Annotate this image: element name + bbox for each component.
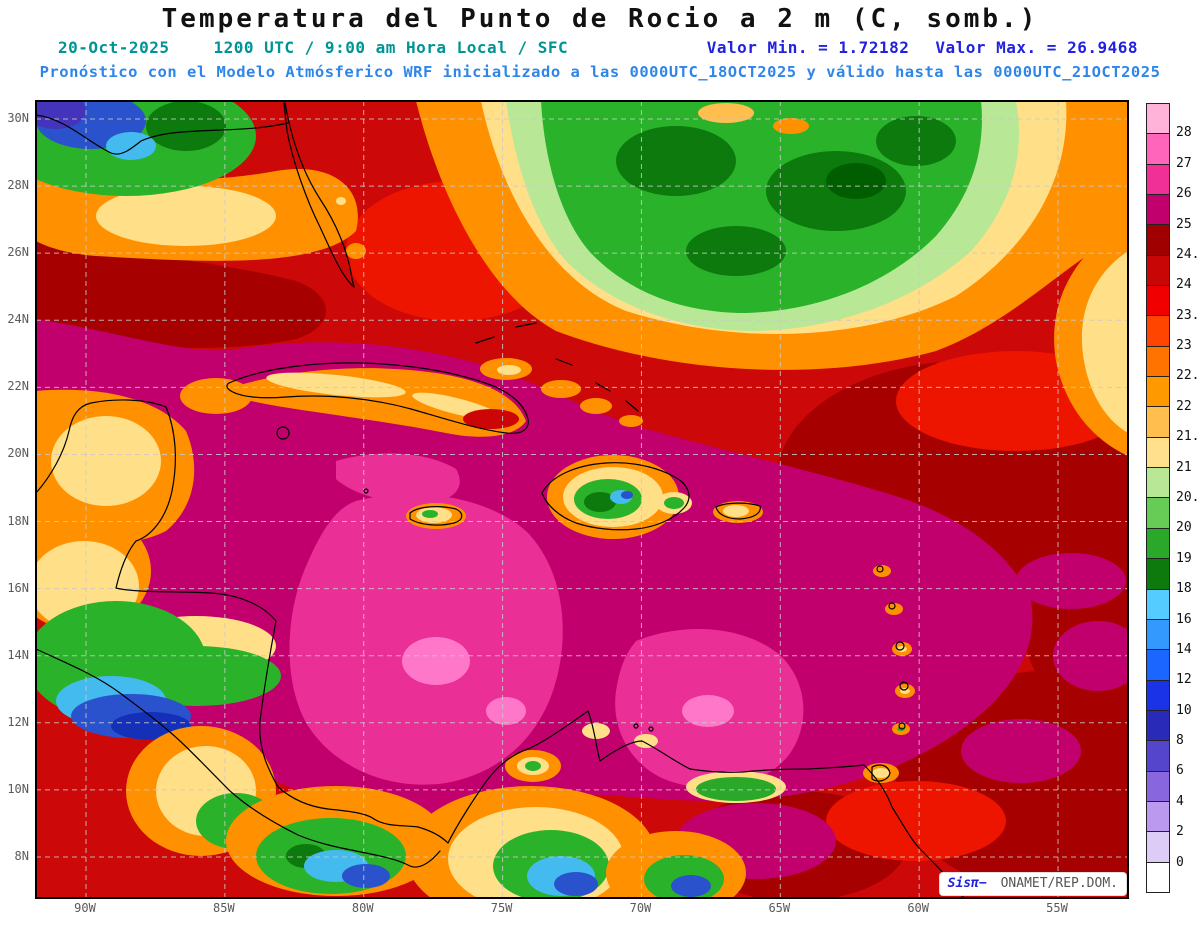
dewpoint-field bbox=[36, 101, 1128, 898]
colorbar-segment bbox=[1146, 588, 1170, 620]
colorbar-label: 23 bbox=[1176, 338, 1192, 354]
lon-tick-label: 75W bbox=[490, 901, 513, 915]
colorbar-segment bbox=[1146, 224, 1170, 256]
colorbar-label: 12 bbox=[1176, 672, 1192, 688]
colorbar-segment bbox=[1146, 436, 1170, 469]
colorbar-label: 24.5 bbox=[1176, 246, 1200, 262]
lat-axis: 30N 28N 26N 24N 22N 20N 18N 16N 14N 12N 10N 8N bbox=[0, 100, 31, 897]
colorbar-segment bbox=[1146, 649, 1170, 681]
colorbar-label: 0 bbox=[1176, 854, 1184, 870]
lon-tick-label: 60W bbox=[907, 901, 929, 915]
lat-tick-label: 12N bbox=[7, 714, 29, 729]
colorbar-labels: 2827262524.52423.52322.52221.52120.52019… bbox=[1176, 103, 1200, 893]
lat-tick-label: 18N bbox=[7, 513, 29, 528]
colorbar-label: 28 bbox=[1176, 125, 1192, 141]
colorbar-segment bbox=[1146, 315, 1170, 347]
colorbar-segment bbox=[1146, 861, 1170, 893]
watermark-brand: Sisπ− bbox=[947, 876, 987, 891]
lat-tick-label: 8N bbox=[14, 848, 29, 863]
map-canvas bbox=[35, 100, 1129, 899]
colorbar-label: 27 bbox=[1176, 155, 1192, 171]
colorbar-label: 20.5 bbox=[1176, 490, 1200, 505]
colorbar-segment bbox=[1146, 376, 1170, 408]
colorbar-segment bbox=[1146, 194, 1170, 226]
colorbar-segment bbox=[1146, 527, 1170, 560]
lat-tick-label: 28N bbox=[7, 178, 29, 193]
coastlines bbox=[36, 102, 965, 898]
subtitle-row: 20-Oct-2025 1200 UTC / 9:00 am Hora Loca… bbox=[58, 38, 1138, 57]
colorbar-segment bbox=[1146, 467, 1170, 499]
colorbar-segment bbox=[1146, 709, 1170, 742]
colorbar-label: 22.5 bbox=[1176, 368, 1200, 384]
watermark-org: ONAMET/REP.DOM. bbox=[1000, 876, 1118, 891]
colorbar-segment bbox=[1146, 406, 1170, 438]
lat-tick-label: 20N bbox=[7, 446, 29, 461]
value-max: Valor Max. = 26.9468 bbox=[935, 38, 1138, 57]
colorbar-segment bbox=[1146, 345, 1170, 378]
lat-tick-label: 26N bbox=[7, 245, 29, 260]
minmax-values: Valor Min. = 1.72182 Valor Max. = 26.946… bbox=[707, 38, 1138, 57]
colorbar-label: 19 bbox=[1176, 550, 1192, 566]
colorbar-segment bbox=[1146, 285, 1170, 317]
colorbar bbox=[1146, 103, 1170, 893]
colorbar-label: 26 bbox=[1176, 186, 1192, 202]
colorbar-segment bbox=[1146, 800, 1170, 833]
dewpoint-map-svg bbox=[36, 101, 1128, 898]
colorbar-segment bbox=[1146, 679, 1170, 711]
colorbar-segment bbox=[1146, 163, 1170, 196]
lon-tick-label: 55W bbox=[1046, 901, 1068, 915]
grid-lines bbox=[36, 101, 1128, 898]
colorbar-label: 21.5 bbox=[1176, 429, 1200, 445]
lon-tick-label: 65W bbox=[768, 901, 791, 915]
colorbar-label: 2 bbox=[1176, 824, 1184, 840]
lat-tick-label: 16N bbox=[7, 580, 29, 595]
colorbar-label: 14 bbox=[1176, 641, 1192, 657]
lat-tick-label: 24N bbox=[7, 312, 29, 327]
colorbar-label: 25 bbox=[1176, 216, 1192, 232]
colorbar-label: 8 bbox=[1176, 733, 1184, 749]
colorbar-segment bbox=[1146, 740, 1170, 772]
watermark: Sisπ− ONAMET/REP.DOM. bbox=[939, 873, 1126, 895]
colorbar-segment bbox=[1146, 103, 1170, 135]
colorbar-segment bbox=[1146, 770, 1170, 802]
lon-tick-label: 90W bbox=[74, 901, 96, 915]
lon-tick-label: 70W bbox=[629, 901, 652, 915]
lat-tick-label: 10N bbox=[7, 781, 29, 796]
colorbar-label: 16 bbox=[1176, 611, 1192, 627]
colorbar-label: 21 bbox=[1176, 459, 1192, 475]
lon-tick-label: 80W bbox=[351, 901, 374, 915]
valid-date: 20-Oct-2025 bbox=[58, 38, 170, 57]
colorbar-label: 4 bbox=[1176, 793, 1184, 809]
colorbar-segment bbox=[1146, 831, 1170, 863]
lat-tick-label: 30N bbox=[7, 111, 29, 125]
map-title: Temperatura del Punto de Rocio a 2 m (C,… bbox=[161, 4, 1039, 34]
lon-axis: 90W 85W 80W 75W 70W 65W 60W 55W bbox=[35, 901, 1127, 919]
plot-frame bbox=[36, 101, 1128, 898]
colorbar-segment bbox=[1146, 133, 1170, 165]
colorbar-segment bbox=[1146, 497, 1170, 529]
colorbar-segment bbox=[1146, 558, 1170, 590]
colorbar-label: 24 bbox=[1176, 277, 1192, 293]
colorbar-label: 20 bbox=[1176, 520, 1192, 536]
colorbar-segment bbox=[1146, 254, 1170, 287]
forecast-line: Pronóstico con el Modelo Atmósferico WRF… bbox=[39, 63, 1161, 81]
colorbar-label: 22 bbox=[1176, 398, 1192, 414]
colorbar-label: 23.5 bbox=[1176, 307, 1200, 323]
colorbar-segment bbox=[1146, 618, 1170, 651]
lon-tick-label: 85W bbox=[213, 901, 235, 915]
lat-tick-label: 14N bbox=[7, 647, 29, 662]
colorbar-label: 18 bbox=[1176, 581, 1192, 597]
valid-time: 1200 UTC / 9:00 am Hora Local / SFC bbox=[213, 38, 569, 57]
colorbar-label: 10 bbox=[1176, 702, 1192, 718]
colorbar-label: 6 bbox=[1176, 763, 1184, 779]
value-min: Valor Min. = 1.72182 bbox=[706, 38, 910, 57]
lat-tick-label: 22N bbox=[7, 379, 29, 394]
